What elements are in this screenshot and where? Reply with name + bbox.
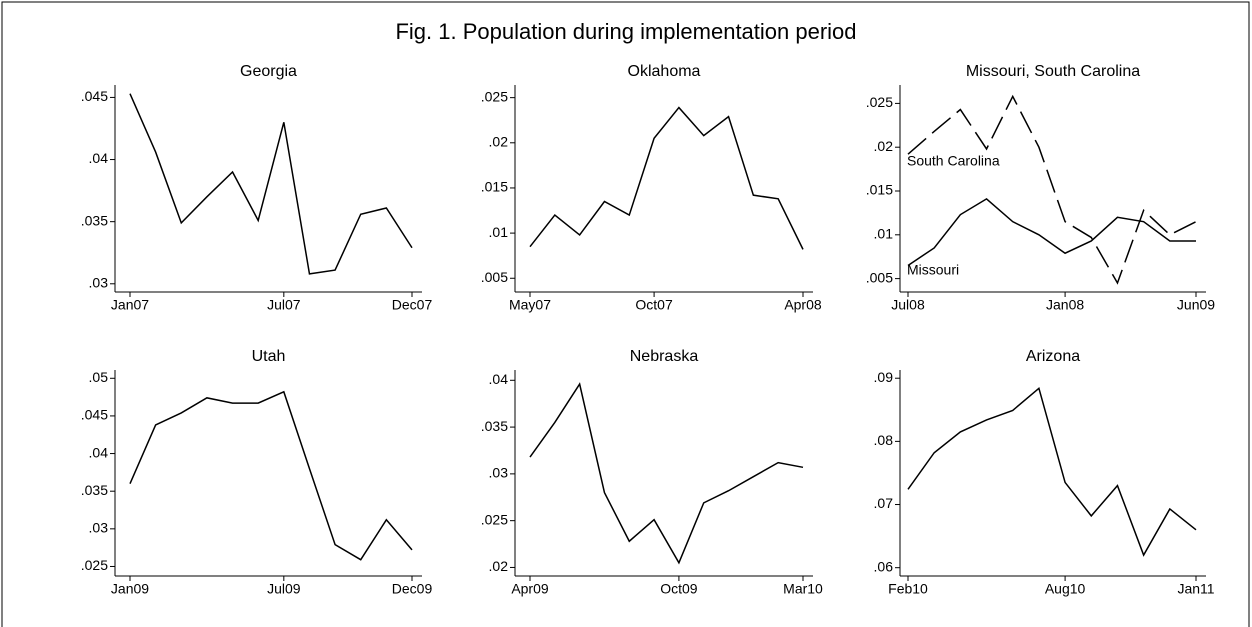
- x-tick-label: Jan09: [111, 581, 149, 597]
- series-label: Missouri: [907, 262, 959, 278]
- series-line: [529, 106, 804, 250]
- y-tick-label: .06: [874, 558, 894, 574]
- y-tick-label: .04: [89, 150, 109, 166]
- y-tick-label: .01: [874, 226, 894, 242]
- y-tick-label: .02: [874, 138, 894, 154]
- subplot-title: Missouri, South Carolina: [966, 63, 1140, 80]
- series-line: [907, 386, 1197, 557]
- y-tick-label: .07: [874, 495, 894, 511]
- x-tick-label: Jan11: [1177, 581, 1214, 597]
- y-tick-label: .01: [489, 224, 509, 240]
- subplot-title: Nebraska: [630, 348, 699, 365]
- y-tick-label: .03: [89, 520, 109, 536]
- x-tick-label: Apr08: [784, 297, 822, 313]
- x-tick-label: Jun09: [1177, 297, 1215, 313]
- y-tick-label: .02: [489, 558, 509, 574]
- y-tick-label: .05: [89, 369, 109, 385]
- x-tick-label: Dec09: [392, 581, 433, 597]
- x-tick-label: Mar10: [783, 581, 823, 597]
- x-tick-label: Jan07: [111, 297, 149, 313]
- y-tick-label: .025: [481, 511, 508, 527]
- y-tick-label: .035: [81, 212, 108, 228]
- series-label: South Carolina: [907, 153, 1000, 169]
- y-tick-label: .03: [89, 274, 109, 290]
- y-tick-label: .035: [81, 482, 108, 498]
- x-tick-label: May07: [509, 297, 551, 313]
- subplot-title: Arizona: [1026, 348, 1080, 365]
- x-tick-label: Jan08: [1046, 297, 1084, 313]
- y-tick-label: .03: [489, 465, 509, 481]
- x-tick-label: Apr09: [511, 581, 549, 597]
- x-tick-label: Aug10: [1045, 581, 1086, 597]
- y-tick-label: .025: [481, 88, 508, 104]
- series-line: [129, 93, 413, 275]
- y-tick-label: .04: [89, 444, 109, 460]
- y-tick-label: .02: [489, 134, 509, 150]
- x-tick-label: Feb10: [888, 581, 928, 597]
- figure-title: Fig. 1. Population during implementation…: [395, 19, 856, 44]
- series-line: [529, 382, 804, 565]
- subplot-title: Utah: [252, 348, 286, 365]
- y-tick-label: .045: [81, 88, 108, 104]
- x-tick-label: Oct07: [635, 297, 673, 313]
- y-tick-label: .09: [874, 369, 894, 385]
- y-tick-label: .08: [874, 432, 894, 448]
- series-line: [907, 197, 1196, 267]
- x-tick-label: Jul09: [267, 581, 301, 597]
- x-tick-label: Jul08: [891, 297, 925, 313]
- x-tick-label: Jul07: [267, 297, 301, 313]
- x-tick-label: Oct09: [660, 581, 698, 597]
- y-tick-label: .045: [81, 407, 108, 423]
- y-tick-label: .025: [81, 557, 108, 573]
- subplot-title: Georgia: [240, 63, 297, 80]
- y-tick-label: .025: [866, 94, 893, 110]
- series-line: [129, 390, 413, 561]
- y-tick-label: .035: [481, 418, 508, 434]
- series-line: [907, 94, 1197, 285]
- y-tick-label: .015: [481, 179, 508, 195]
- y-tick-label: .015: [866, 182, 893, 198]
- y-tick-label: .005: [481, 269, 508, 285]
- y-tick-label: .005: [866, 269, 893, 285]
- y-tick-label: .04: [489, 371, 509, 387]
- subplot-title: Oklahoma: [628, 63, 701, 80]
- x-tick-label: Dec07: [392, 297, 433, 313]
